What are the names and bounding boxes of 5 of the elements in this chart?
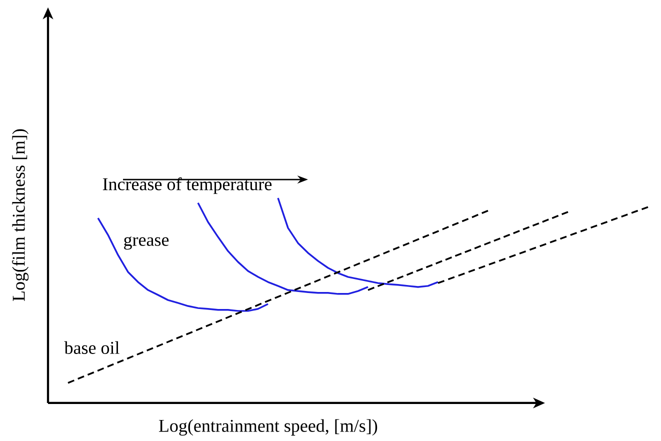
x-axis-title: Log(entrainment speed, [m/s]) [158,419,378,436]
y-axis-title: Log(film thickness [m]) [12,129,29,301]
text: Increase of temperature [102,177,272,194]
annotation: base oil [64,341,120,354]
annotation: grease [124,236,169,250]
